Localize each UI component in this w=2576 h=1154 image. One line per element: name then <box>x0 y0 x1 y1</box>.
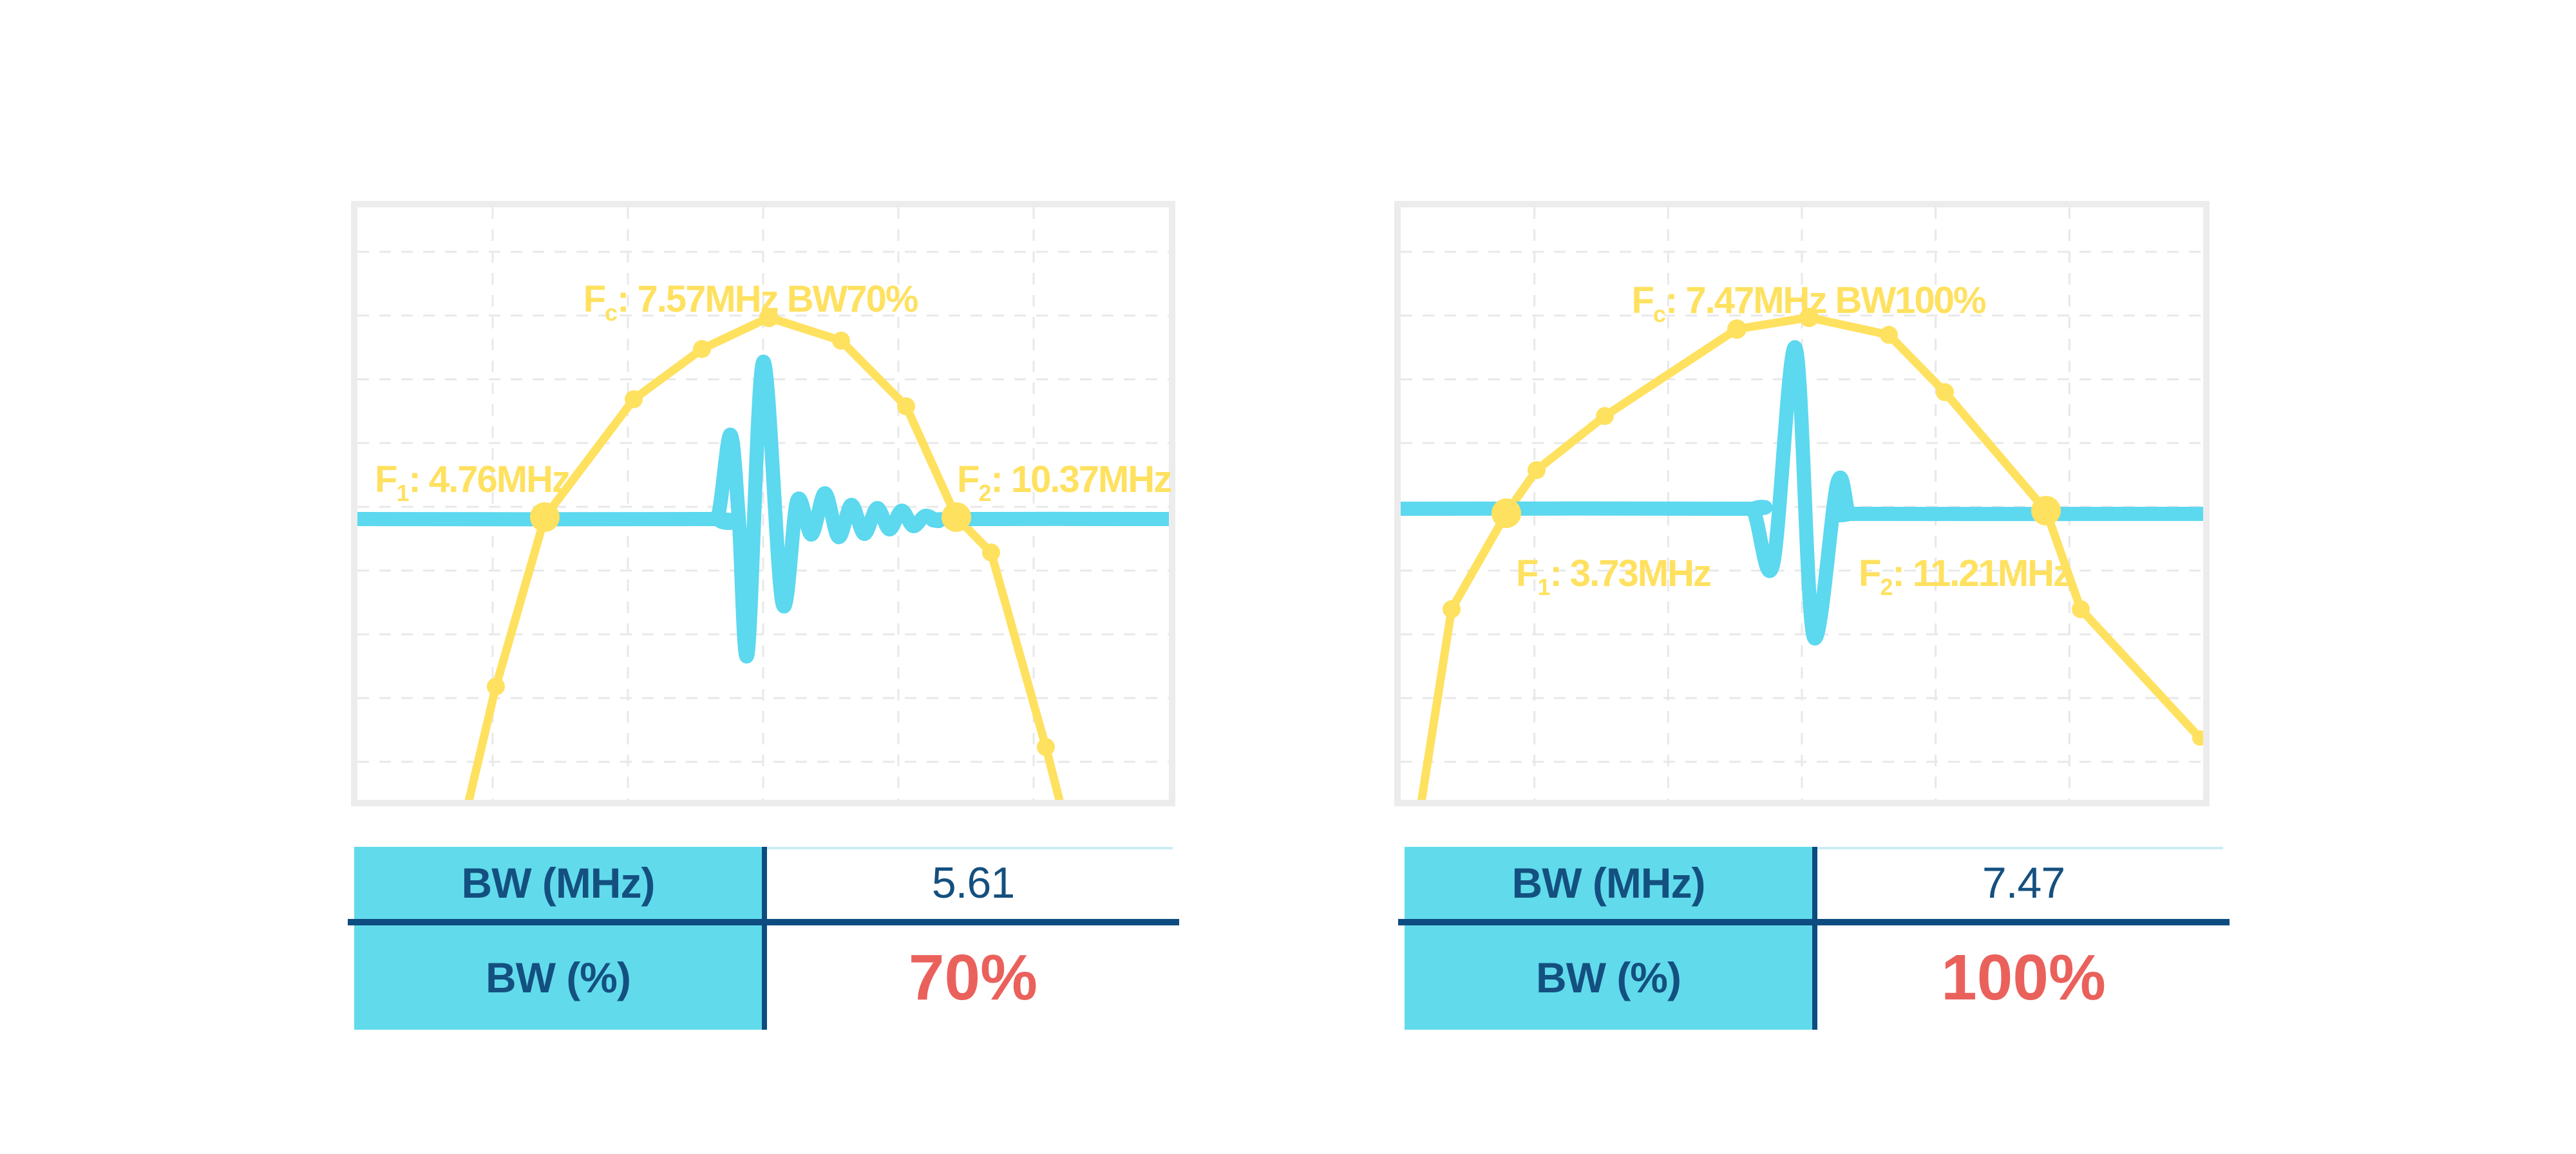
table-row-divider <box>1398 919 2230 925</box>
frequency-spectrum-marker <box>1443 600 1461 618</box>
table-value-top-border <box>1817 847 2223 849</box>
frequency-spectrum-marker <box>1528 461 1546 479</box>
frequency-spectrum-marker <box>1492 498 1521 528</box>
f2-label-sub: 2 <box>978 480 991 506</box>
f1-label-sub: 1 <box>1537 574 1550 600</box>
frequency-spectrum-marker <box>1727 319 1747 339</box>
fc-label-pre: F <box>583 278 606 320</box>
f1-label-pre: F <box>1516 553 1539 594</box>
frequency-spectrum-marker <box>982 544 1000 562</box>
frequency-spectrum-marker <box>2072 600 2090 618</box>
frequency-spectrum-marker <box>2031 496 2061 525</box>
frequency-spectrum-marker <box>759 308 779 327</box>
f1-annotation-left: F1: 4.76MHz <box>375 459 571 506</box>
fc-label-sub: c <box>1653 301 1666 327</box>
frequency-spectrum-marker <box>942 502 971 532</box>
fc-label-pre: F <box>1631 279 1654 321</box>
table-label-column-bg <box>1405 847 1812 1030</box>
spectrum-plot-right <box>1394 201 2210 806</box>
frequency-spectrum-marker <box>897 397 915 415</box>
table-label-column-bg <box>354 847 762 1030</box>
bw-mhz-value: 7.47 <box>1982 858 2065 907</box>
fc-annotation-right: Fc: 7.47MHz BW100% <box>1631 279 1987 327</box>
frequency-spectrum-curve <box>1417 313 2203 800</box>
bw-mhz-value: 5.61 <box>931 858 1015 907</box>
f2-label-pre: F <box>1859 553 1881 594</box>
bw-mhz-label: BW (MHz) <box>1511 859 1706 907</box>
f1-label-text: : 3.73MHz <box>1549 553 1712 594</box>
frequency-spectrum-marker <box>832 332 850 350</box>
pulse-waveform-curve <box>357 354 1169 664</box>
frequency-spectrum-marker <box>530 502 560 532</box>
bw-pct-value: 70% <box>908 941 1038 1014</box>
frequency-spectrum-marker <box>1799 308 1819 327</box>
bw-mhz-label: BW (MHz) <box>461 859 656 907</box>
frequency-spectrum-marker <box>2192 730 2203 746</box>
frequency-spectrum-curve <box>464 313 1064 800</box>
fc-annotation-left: Fc: 7.57MHz BW70% <box>583 278 919 326</box>
fc-label-text: : 7.57MHz BW70% <box>617 278 918 320</box>
frequency-spectrum-marker <box>1936 383 1954 401</box>
frequency-spectrum-marker <box>693 340 711 358</box>
spectrum-chart-right <box>1401 207 2203 800</box>
spectrum-chart-left <box>357 207 1169 800</box>
bw-pct-label: BW (%) <box>486 954 631 1001</box>
f2-label-text: : 10.37MHz <box>990 459 1172 500</box>
table-row-divider <box>348 919 1179 925</box>
bw-pct-label: BW (%) <box>1536 954 1681 1001</box>
f2-label-text: : 11.21MHz <box>1892 553 2072 594</box>
table-column-divider <box>1812 847 1817 1030</box>
fc-label-sub: c <box>605 299 618 326</box>
frequency-spectrum-marker <box>1596 407 1614 425</box>
f2-annotation-right: F2: 11.21MHz <box>1859 553 2072 600</box>
pulse-waveform-curve <box>1401 340 2203 646</box>
f1-annotation-right: F1: 3.73MHz <box>1516 553 1712 600</box>
f2-label-sub: 2 <box>1880 574 1893 600</box>
table-value-top-border <box>767 847 1173 849</box>
f2-label-pre: F <box>957 459 980 500</box>
fc-label-text: : 7.47MHz BW100% <box>1665 279 1987 321</box>
frequency-spectrum-marker <box>1880 326 1898 344</box>
frequency-spectrum-marker <box>487 677 505 695</box>
spectrum-plot-left <box>351 201 1175 806</box>
frequency-spectrum-marker <box>1037 738 1055 756</box>
f1-label-pre: F <box>375 459 397 500</box>
frequency-spectrum-marker <box>625 390 643 408</box>
f2-annotation-left: F2: 10.37MHz <box>957 459 1172 506</box>
f1-label-text: : 4.76MHz <box>408 459 571 500</box>
f1-label-sub: 1 <box>396 480 409 506</box>
bw-table-right: BW (MHz) 7.47 BW (%) 100% <box>1398 847 2230 1035</box>
table-column-divider <box>762 847 767 1030</box>
bw-table-left: BW (MHz) 5.61 BW (%) 70% <box>348 847 1179 1035</box>
bw-pct-value: 100% <box>1941 941 2106 1014</box>
